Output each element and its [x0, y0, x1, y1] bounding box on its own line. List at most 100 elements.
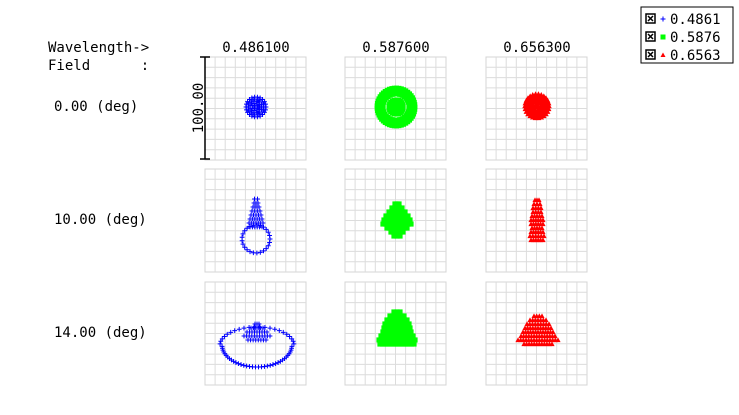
spot-point — [396, 201, 402, 207]
spot-point — [549, 341, 555, 347]
spot-point — [403, 341, 409, 347]
spot-point — [242, 228, 248, 234]
field-label-1: 10.00 (deg) — [54, 212, 147, 228]
spot-point — [219, 336, 225, 342]
spot-point — [407, 325, 413, 331]
spot-point — [545, 100, 552, 106]
spot-point — [260, 325, 266, 331]
spot-point — [374, 108, 380, 114]
spot-points-r0-c1 — [374, 85, 418, 129]
spot-point — [395, 321, 401, 327]
wavelength-label-2: 0.656300 — [503, 40, 570, 56]
spot-point — [267, 333, 273, 339]
spot-point — [540, 229, 546, 235]
spot-point — [232, 328, 238, 334]
spot-point — [538, 205, 544, 211]
spot-point — [522, 103, 528, 109]
spot-point — [242, 244, 248, 250]
spot-point — [267, 236, 273, 242]
spot-point — [529, 114, 536, 120]
spot-point — [290, 338, 296, 344]
spot-point — [247, 223, 253, 229]
spot-point — [394, 333, 400, 339]
spot-point — [399, 209, 405, 215]
spot-point — [522, 100, 529, 106]
spot-cell-r0-c0 — [204, 56, 307, 161]
spot-points-r2-c2 — [515, 313, 561, 347]
spot-point — [241, 362, 247, 368]
spot-point — [276, 328, 282, 334]
spot-point — [240, 241, 246, 247]
spot-point — [245, 110, 250, 115]
spot-point — [410, 333, 416, 339]
spot-points-r1-c1 — [380, 201, 414, 239]
spot-point — [538, 209, 544, 215]
legend-marker-2 — [660, 52, 666, 57]
spot-point — [263, 246, 269, 251]
spot-point — [404, 317, 410, 323]
spot-point — [263, 227, 269, 232]
spot-point — [382, 321, 388, 327]
spot-point — [391, 213, 397, 219]
spot-point — [265, 243, 271, 249]
spot-point — [255, 94, 260, 100]
spot-point — [397, 209, 403, 215]
spot-point — [387, 341, 394, 347]
spot-point — [394, 123, 400, 129]
spot-point — [383, 333, 389, 339]
spot-point — [406, 321, 412, 327]
spot-cell-r2-c2 — [485, 281, 588, 386]
legend-marker-1 — [660, 34, 666, 40]
spot-point — [247, 249, 253, 255]
spot-points-r0-c0 — [243, 94, 269, 120]
spot-point — [402, 213, 408, 219]
spot-point — [535, 102, 540, 107]
spot-point — [390, 321, 396, 327]
spot-point — [377, 341, 383, 347]
spot-point — [256, 204, 262, 210]
spot-point — [273, 361, 278, 367]
spot-point — [546, 321, 552, 327]
spot-points-r2-c1 — [376, 309, 418, 347]
spot-point — [402, 333, 408, 339]
spot-point — [374, 105, 380, 111]
spot-point — [397, 333, 403, 339]
legend-label-1: 0.5876 — [670, 30, 721, 46]
spot-point — [660, 34, 666, 40]
spot-point — [228, 329, 234, 335]
spot-point — [267, 325, 273, 331]
spot-point — [522, 106, 529, 112]
spot-points-r2-c0 — [217, 321, 297, 370]
spot-point — [399, 333, 405, 339]
spot-cell-r2-c0 — [204, 281, 307, 386]
spot-point — [407, 217, 413, 223]
spot-point — [527, 93, 533, 99]
spot-point — [389, 209, 395, 215]
spot-point — [390, 341, 396, 347]
spot-cell-r0-c1 — [344, 56, 447, 161]
spot-point — [259, 216, 265, 222]
spot-point — [289, 336, 295, 342]
spot-point — [412, 104, 418, 110]
spot-point — [238, 362, 244, 367]
spot-point — [411, 341, 417, 347]
spot-point — [405, 333, 411, 339]
spot-point — [393, 341, 399, 347]
spot-point — [405, 213, 411, 219]
spot-point — [399, 205, 405, 211]
spot-point — [402, 209, 408, 215]
legend-label-0: 0.4861 — [670, 12, 721, 28]
legend-item-0: 0.4861 — [645, 12, 721, 28]
legend-item-1: 0.5876 — [645, 30, 721, 46]
spot-point — [240, 231, 246, 237]
spot-point — [412, 102, 418, 107]
spot-point — [397, 233, 403, 239]
spot-point — [394, 213, 400, 219]
spot-point — [386, 209, 392, 215]
spot-point — [263, 107, 268, 113]
spot-point — [257, 249, 263, 255]
spot-point — [257, 223, 263, 229]
spot-point — [244, 247, 250, 253]
spot-point — [391, 309, 397, 315]
